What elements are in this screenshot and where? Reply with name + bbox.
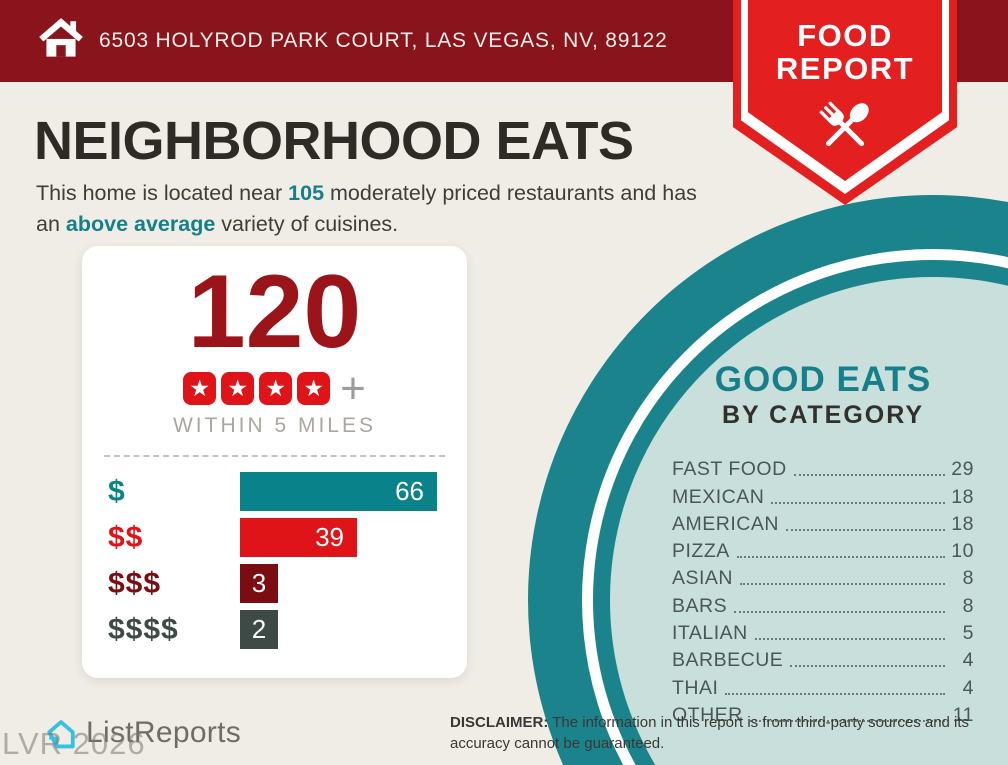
- star-icon: ★: [221, 372, 255, 405]
- dotted-leader: [754, 638, 945, 641]
- dotted-leader: [790, 665, 945, 668]
- price-tier-label: $$$: [108, 566, 162, 600]
- category-count: 5: [962, 622, 974, 645]
- category-name: AMERICAN: [672, 512, 779, 535]
- bar-value: 66: [395, 476, 424, 506]
- star-icon: ★: [259, 372, 293, 405]
- good-eats-panel: GOOD EATS BY CATEGORY FAST FOOD 29 MEXICAN…: [672, 360, 974, 727]
- dotted-leader: [725, 692, 945, 695]
- bar-row: $$$ 3: [108, 564, 467, 603]
- category-count: 8: [962, 567, 974, 590]
- bar-row: $$ 39: [108, 518, 467, 557]
- price-tier-bar-chart: $66 $$ 39 $$$ 3 $$$$ 2: [82, 472, 467, 649]
- price-tier-bar: 39: [240, 518, 357, 557]
- summary-card: 120 ★ ★ ★ ★ + WITHIN 5 MILES $66 $$ 39 $$$ 3 $$$$…: [82, 246, 467, 678]
- ribbon-title-line1: FOOD: [797, 18, 893, 53]
- good-eats-title: GOOD EATS: [714, 360, 932, 399]
- price-tier-label: $: [108, 474, 126, 508]
- page-title: NEIGHBORHOOD EATS: [34, 111, 634, 171]
- disclaimer-text: The information in this report is from t…: [450, 714, 970, 752]
- within-miles-label: WITHIN 5 MILES: [172, 414, 377, 437]
- category-row: BARS 8: [672, 590, 974, 617]
- category-list: FAST FOOD 29 MEXICAN 18 AMERICAN 18 PIZZA 10 ASI…: [672, 454, 974, 727]
- category-name: OTHER: [672, 703, 743, 726]
- category-row: FAST FOOD 29: [672, 454, 974, 481]
- intro-text: This home is located near 105 moderately…: [36, 178, 708, 239]
- price-tier-label: $$$$: [108, 612, 179, 646]
- category-name: BARBECUE: [672, 649, 784, 672]
- category-count: 29: [951, 458, 974, 481]
- plus-icon: +: [340, 364, 366, 413]
- category-name: ITALIAN: [672, 622, 748, 645]
- category-row: MEXICAN 18: [672, 481, 974, 508]
- bar-value: 39: [315, 522, 344, 552]
- category-row: PIZZA 10: [672, 536, 974, 563]
- price-tier-bar: 66: [240, 472, 437, 511]
- house-icon: [39, 18, 83, 57]
- dotted-leader: [734, 610, 945, 613]
- good-eats-subtitle: BY CATEGORY: [721, 401, 925, 429]
- category-name: BARS: [672, 594, 728, 617]
- price-tier-label: $$: [108, 520, 144, 554]
- category-name: THAI: [672, 676, 719, 699]
- dotted-leader: [736, 556, 945, 559]
- dotted-leader: [771, 501, 945, 504]
- disclaimer-label: DISCLAIMER:: [450, 714, 549, 731]
- bar-value: 3: [251, 568, 267, 598]
- category-row: OTHER 11: [672, 700, 974, 727]
- dotted-leader: [793, 474, 945, 477]
- category-row: AMERICAN 18: [672, 509, 974, 536]
- category-count: 4: [962, 676, 974, 699]
- price-tier-bar: 2: [240, 610, 278, 649]
- dashed-divider: [104, 455, 445, 457]
- spoon-fork-icon: [819, 101, 869, 147]
- bar-row: $66: [108, 472, 467, 511]
- category-count: 8: [962, 594, 974, 617]
- category-count: 11: [952, 703, 974, 726]
- category-count: 10: [951, 540, 974, 563]
- intro-variety-highlight: above average: [65, 211, 216, 236]
- price-tier-bar: 3: [240, 564, 278, 603]
- bar-row: $$$$ 2: [108, 610, 467, 649]
- intro-seg2: moderately priced restaurants and has an: [36, 181, 697, 236]
- disclaimer: DISCLAIMER: The information in this repo…: [450, 712, 998, 754]
- intro-restaurant-count: 105: [288, 181, 325, 205]
- star-icon: ★: [183, 372, 217, 405]
- dotted-leader: [749, 719, 945, 722]
- listreports-house-icon: [47, 720, 75, 749]
- star-icon: ★: [297, 372, 331, 405]
- property-address: 6503 HOLYROD PARK COURT, LAS VEGAS, NV, …: [99, 29, 668, 52]
- listreports-wordmark: ListReports: [86, 716, 242, 749]
- category-row: THAI 4: [672, 672, 974, 699]
- category-row: BARBECUE 4: [672, 645, 974, 672]
- category-name: FAST FOOD: [672, 458, 787, 481]
- dotted-leader: [740, 583, 945, 586]
- dotted-leader: [785, 528, 945, 531]
- star-rating: ★ ★ ★ ★ +: [82, 364, 467, 413]
- category-name: PIZZA: [672, 540, 730, 563]
- bar-value: 2: [251, 614, 267, 644]
- category-row: ASIAN 8: [672, 563, 974, 590]
- category-name: ASIAN: [672, 567, 734, 590]
- category-count: 18: [951, 512, 974, 535]
- restaurant-count: 120: [187, 254, 362, 370]
- intro-seg1: This home is located near: [36, 181, 289, 205]
- ribbon-title-line2: REPORT: [775, 50, 915, 86]
- category-name: MEXICAN: [672, 485, 765, 508]
- intro-seg3: variety of cuisines.: [215, 211, 399, 236]
- category-row: ITALIAN 5: [672, 618, 974, 645]
- listreports-logo: ListReports: [40, 712, 241, 754]
- category-count: 4: [962, 649, 974, 672]
- category-count: 18: [951, 485, 974, 508]
- watermark: LVR 2026: [2, 726, 146, 761]
- food-report-ribbon: FOOD REPORT: [733, 0, 957, 205]
- ribbon-content: FOOD REPORT: [733, 0, 957, 168]
